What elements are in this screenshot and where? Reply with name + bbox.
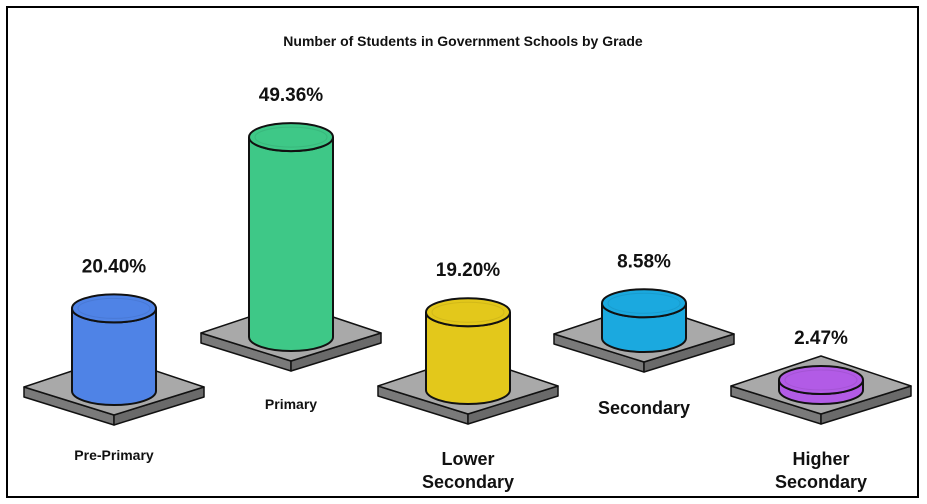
- data-label-higher-secondary: 2.47%: [794, 328, 848, 349]
- category-label-higher-secondary-line-2: Secondary: [775, 472, 867, 492]
- bar-group-lower-secondary: [377, 297, 559, 425]
- bar-top-rim-pre-primary: [77, 297, 151, 319]
- bar-top-rim-higher-secondary: [784, 369, 858, 391]
- bar-top-rim-primary: [254, 126, 328, 148]
- category-label-lower-secondary-line-2: Secondary: [422, 472, 514, 492]
- bar-top-rim-secondary: [607, 292, 681, 314]
- data-label-primary: 49.36%: [259, 85, 324, 106]
- bar-primary: [248, 136, 334, 352]
- data-label-secondary: 8.58%: [617, 251, 671, 272]
- bar-top-primary: [248, 122, 334, 153]
- bar-top-rim-lower-secondary: [431, 301, 505, 323]
- category-label-pre-primary: Pre-Primary: [74, 447, 154, 463]
- category-label-primary: Primary: [265, 396, 317, 412]
- bar-group-secondary: [553, 288, 735, 373]
- chart-title: Number of Students in Government Schools…: [283, 33, 643, 49]
- bar-top-pre-primary: [71, 293, 157, 324]
- bar-top-higher-secondary: [778, 364, 864, 395]
- category-label-lower-secondary-line-1: Lower: [441, 449, 494, 469]
- category-label-higher-secondary-line-1: Higher: [792, 449, 849, 469]
- bar-top-secondary: [601, 288, 687, 319]
- bar-group-pre-primary: [23, 293, 205, 426]
- bar-group-higher-secondary: [730, 355, 912, 425]
- bar-top-lower-secondary: [425, 297, 511, 328]
- data-label-pre-primary: 20.40%: [82, 256, 147, 277]
- data-label-lower-secondary: 19.20%: [436, 260, 501, 281]
- bar-group-primary: [200, 122, 382, 372]
- bars-group: 20.40% Pre-Primary 49.36% Primary 19.20% Lowe…: [23, 85, 912, 492]
- category-label-secondary: Secondary: [598, 398, 690, 418]
